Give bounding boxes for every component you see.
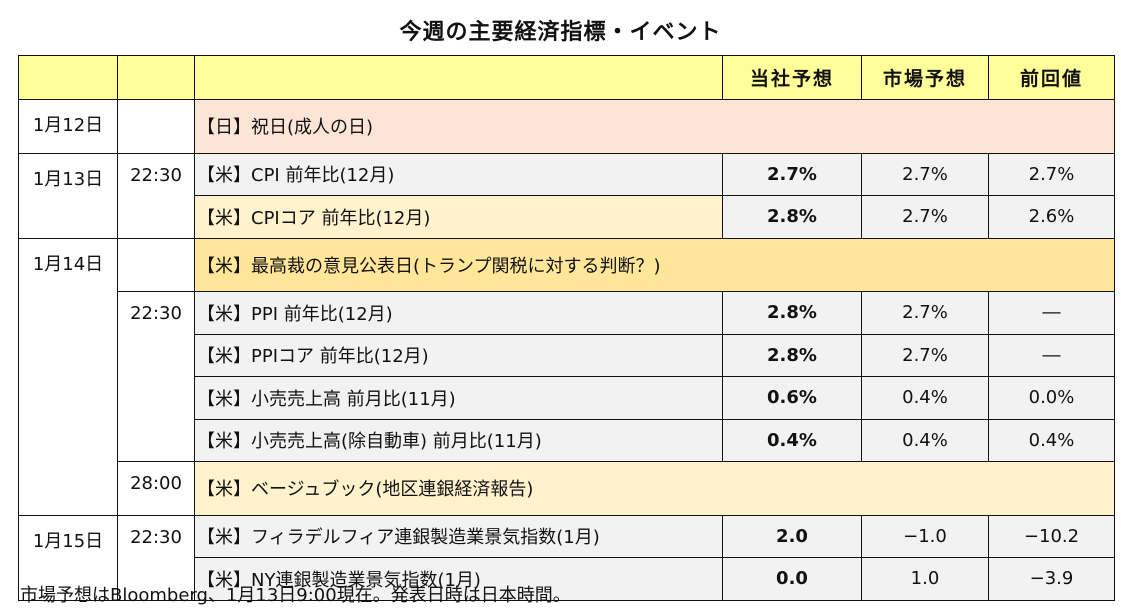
company-forecast-cell: 2.7%: [722, 152, 862, 196]
header-previous-value: 前回値: [988, 55, 1115, 100]
previous-value-cell: ―: [988, 291, 1115, 335]
event-cell: 【米】PPI 前年比(12月): [194, 291, 723, 335]
header-company-forecast: 当社予想: [722, 55, 862, 100]
time-cell: 22:30: [117, 514, 195, 601]
table-header-row: 当社予想 市場予想 前回値: [18, 55, 1115, 100]
company-forecast-cell: 2.0: [722, 514, 862, 558]
page-title: 今週の主要経済指標・イベント: [399, 20, 722, 45]
event-cell: 【米】NY連銀製造業景気指数(1月): [194, 557, 723, 601]
market-forecast-cell: 2.7%: [861, 291, 989, 335]
company-forecast-cell: 0.4%: [722, 418, 862, 462]
event-cell: 【米】CPIコア 前年比(12月): [194, 195, 723, 239]
header-date: [18, 55, 118, 100]
event-cell: 【日】祝日(成人の日): [194, 99, 1115, 154]
time-cell: 28:00: [117, 461, 195, 516]
previous-value-cell: 0.4%: [988, 418, 1115, 462]
header-market-forecast: 市場予想: [861, 55, 989, 100]
date-cell: 1月13日: [18, 152, 118, 239]
table-row: 1月15日 22:30 【米】フィラデルフィア連銀製造業景気指数(1月) 2.0…: [18, 514, 1115, 601]
date-cell: 1月15日: [18, 514, 118, 601]
market-forecast-cell: 2.7%: [861, 152, 989, 196]
company-forecast-cell: 2.8%: [722, 291, 862, 335]
market-forecast-cell: 0.4%: [861, 376, 989, 420]
economic-events-table: 当社予想 市場予想 前回値 1月12日 【日】祝日(成人の日) 1月13日 22…: [18, 55, 1115, 601]
event-cell: 【米】小売売上高(除自動車) 前月比(11月): [194, 418, 723, 462]
event-cell: 【米】小売売上高 前月比(11月): [194, 376, 723, 420]
time-cell: 22:30: [117, 152, 195, 239]
table-row: 【米】小売売上高 前月比(11月) 0.6% 0.4% 0.0%: [19, 376, 1115, 420]
event-cell: 【米】最高裁の意見公表日(トランプ関税に対する判断？): [194, 237, 1115, 292]
time-cell: [117, 237, 195, 292]
market-forecast-cell: 2.7%: [861, 333, 989, 377]
date-cell: 1月12日: [18, 99, 118, 154]
date-cell: 1月14日: [18, 237, 118, 516]
time-cell: 22:30: [117, 291, 195, 462]
table-row: 1月13日 22:30 【米】CPI 前年比(12月) 2.7% 2.7% 2.…: [18, 152, 1115, 239]
company-forecast-cell: 0.6%: [722, 376, 862, 420]
market-forecast-cell: 0.4%: [861, 418, 989, 462]
table-row: 1月12日 【日】祝日(成人の日): [18, 99, 1115, 154]
company-forecast-cell: 0.0: [722, 557, 862, 601]
header-time: [117, 55, 195, 100]
table-row: 28:00 【米】ベージュブック(地区連銀経済報告): [19, 461, 1115, 516]
table-row: 【米】PPIコア 前年比(12月) 2.8% 2.7% ―: [19, 333, 1115, 377]
previous-value-cell: 2.6%: [988, 195, 1115, 239]
header-event: [194, 55, 723, 100]
table-row: 1月14日 【米】最高裁の意見公表日(トランプ関税に対する判断？): [18, 237, 1115, 516]
market-forecast-cell: 1.0: [861, 557, 989, 601]
previous-value-cell: 2.7%: [988, 152, 1115, 196]
previous-value-cell: 0.0%: [988, 376, 1115, 420]
table-row: 22:30 【米】PPI 前年比(12月) 2.8% 2.7% ―: [19, 291, 1115, 462]
market-forecast-cell: −1.0: [861, 514, 989, 558]
time-cell: [117, 99, 195, 154]
event-cell: 【米】PPIコア 前年比(12月): [194, 333, 723, 377]
table-row: 【米】小売売上高(除自動車) 前月比(11月) 0.4% 0.4% 0.4%: [19, 418, 1115, 462]
table-row: 【米】CPIコア 前年比(12月) 2.8% 2.7% 2.6%: [19, 195, 1115, 239]
table-row: 【米】NY連銀製造業景気指数(1月) 0.0 1.0 −3.9: [19, 557, 1115, 601]
footnote: 市場予想はBloomberg、1月13日9:00現在。発表日時は日本時間。: [20, 585, 571, 606]
previous-value-cell: ―: [988, 333, 1115, 377]
company-forecast-cell: 2.8%: [722, 333, 862, 377]
event-cell: 【米】ベージュブック(地区連銀経済報告): [194, 461, 1115, 516]
event-cell: 【米】CPI 前年比(12月): [194, 152, 723, 196]
previous-value-cell: −10.2: [988, 514, 1115, 558]
market-forecast-cell: 2.7%: [861, 195, 989, 239]
event-cell: 【米】フィラデルフィア連銀製造業景気指数(1月): [194, 514, 723, 558]
company-forecast-cell: 2.8%: [722, 195, 862, 239]
previous-value-cell: −3.9: [988, 557, 1115, 601]
